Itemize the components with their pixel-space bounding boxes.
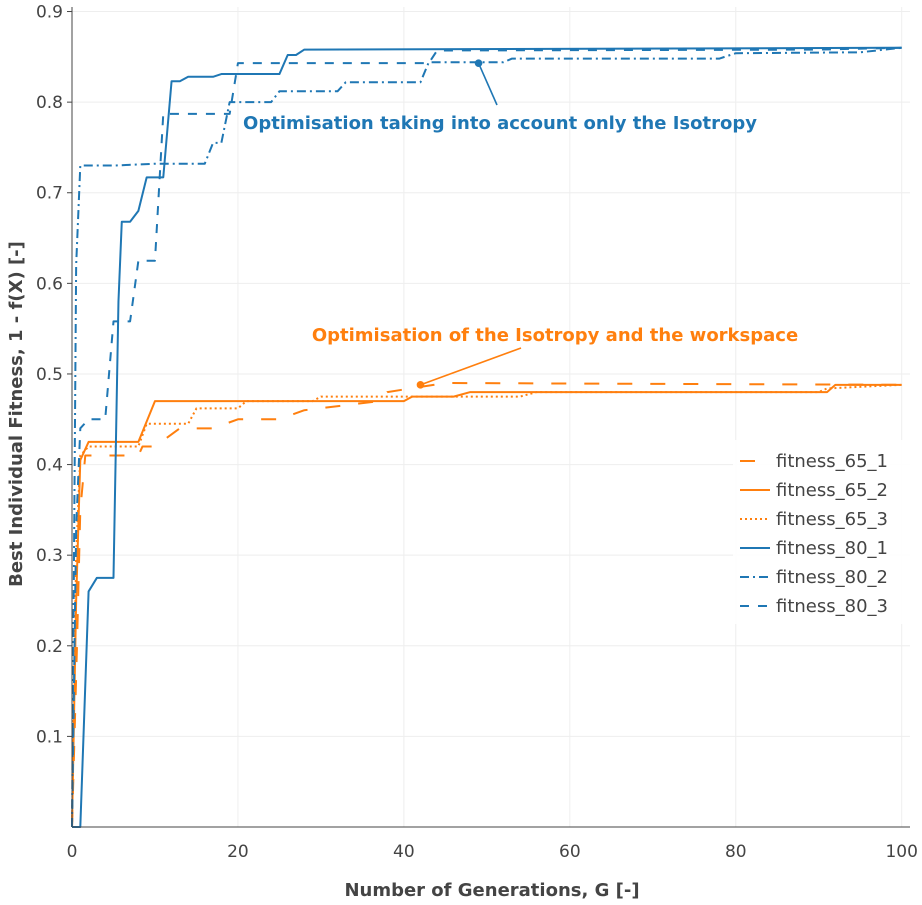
x-axis-title: Number of Generations, G [-]	[344, 880, 639, 901]
annotation-point-workspace	[416, 381, 425, 389]
annotation-isotropy: Optimisation taking into account only th…	[243, 113, 757, 134]
y-tick-label: 0.8	[36, 93, 63, 113]
x-tick-label: 0	[67, 842, 78, 862]
legend: fitness_65_1 fitness_65_2 fitness_65_3fitn…	[733, 440, 913, 624]
y-tick-label: 0.7	[36, 184, 63, 204]
y-tick-label: 0.1	[36, 727, 63, 747]
series-line-fitness-80-2	[71, 46, 902, 828]
legend-label: fitness_80_3	[776, 596, 888, 617]
annotations: Optimisation taking into account only th…	[243, 59, 798, 389]
series-line-fitness-80-3	[71, 46, 902, 828]
annotation-workspace: Optimisation of the Isotropy and the wor…	[312, 325, 798, 346]
y-tick-label: 0.2	[36, 637, 63, 657]
grid-lines	[72, 7, 910, 827]
y-tick-label: 0.5	[36, 365, 63, 385]
series-line-fitness-65-3	[71, 383, 902, 828]
legend-label: fitness_65_1	[776, 451, 888, 472]
x-axis-ticks: 0 20 40 60 80 100	[67, 842, 918, 862]
annotation-point-isotropy	[474, 59, 483, 67]
y-axis-ticks: 0.1 0.2 0.3 0.4 0.5 0.6 0.7 0.8 0.9	[36, 3, 72, 747]
x-tick-label: 20	[227, 842, 249, 862]
y-tick-label: 0.4	[36, 456, 63, 476]
legend-label: fitness_80_2	[776, 567, 888, 588]
y-axis-title: Best Individual Fitness, 1 - f(X) [-]	[6, 241, 27, 587]
y-tick-label: 0.9	[36, 3, 63, 23]
legend-label: fitness_80_1	[776, 538, 888, 559]
x-tick-label: 60	[559, 842, 581, 862]
series-lines	[71, 46, 902, 828]
x-tick-label: 40	[393, 842, 415, 862]
annotation-arrow-workspace	[420, 347, 522, 386]
legend-background	[733, 440, 913, 624]
annotation-arrow-isotropy	[477, 62, 498, 106]
series-line-fitness-65-2	[71, 383, 902, 828]
series-line-fitness-80-1	[72, 46, 902, 828]
y-tick-label: 0.3	[36, 546, 63, 566]
legend-label: fitness_65_3	[776, 509, 888, 530]
x-tick-label: 100	[885, 842, 917, 862]
x-tick-label: 80	[725, 842, 747, 862]
legend-label: fitness_65_2	[776, 480, 888, 501]
y-tick-label: 0.6	[36, 274, 63, 294]
